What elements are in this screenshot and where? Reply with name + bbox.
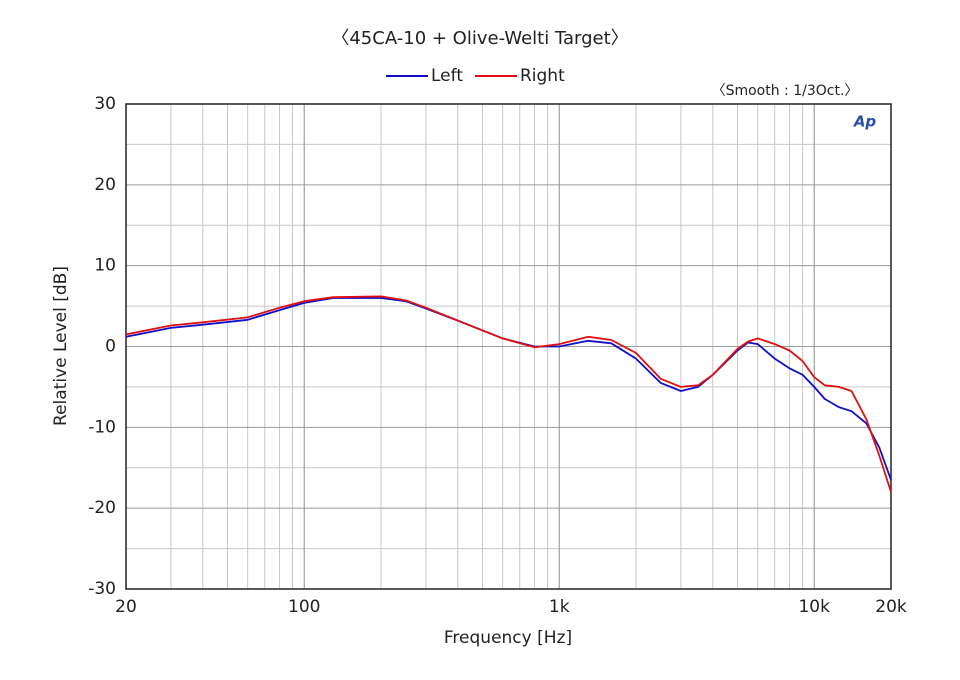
x-tick-label: 100 <box>288 597 320 617</box>
y-tick-label: 0 <box>105 337 116 357</box>
series-line <box>125 297 892 481</box>
x-tick-label: 20k <box>875 597 907 617</box>
y-axis-label: Relative Level [dB] <box>51 266 71 426</box>
x-tick-label: 10k <box>798 597 830 617</box>
legend-label: Left <box>431 66 463 86</box>
logo: Ap <box>853 113 877 131</box>
smooth-annotation: 〈Smooth : 1/3Oct.〉 <box>712 83 859 99</box>
chart-title: 〈45CA-10 + Olive-Welti Target〉 <box>331 28 628 49</box>
y-tick-label: -30 <box>88 579 116 599</box>
plot-frame <box>125 103 892 590</box>
y-tick-label: -20 <box>88 498 116 518</box>
y-tick-label: 10 <box>94 256 116 276</box>
x-tick-label: 20 <box>115 597 137 617</box>
y-tick-label: 30 <box>94 94 116 114</box>
legend-label: Right <box>520 66 565 86</box>
series-line <box>125 295 892 493</box>
x-axis-label: Frequency [Hz] <box>444 628 572 648</box>
y-tick-label: -10 <box>88 417 116 437</box>
x-tick-label: 1k <box>549 597 570 617</box>
y-tick-label: 20 <box>94 175 116 195</box>
